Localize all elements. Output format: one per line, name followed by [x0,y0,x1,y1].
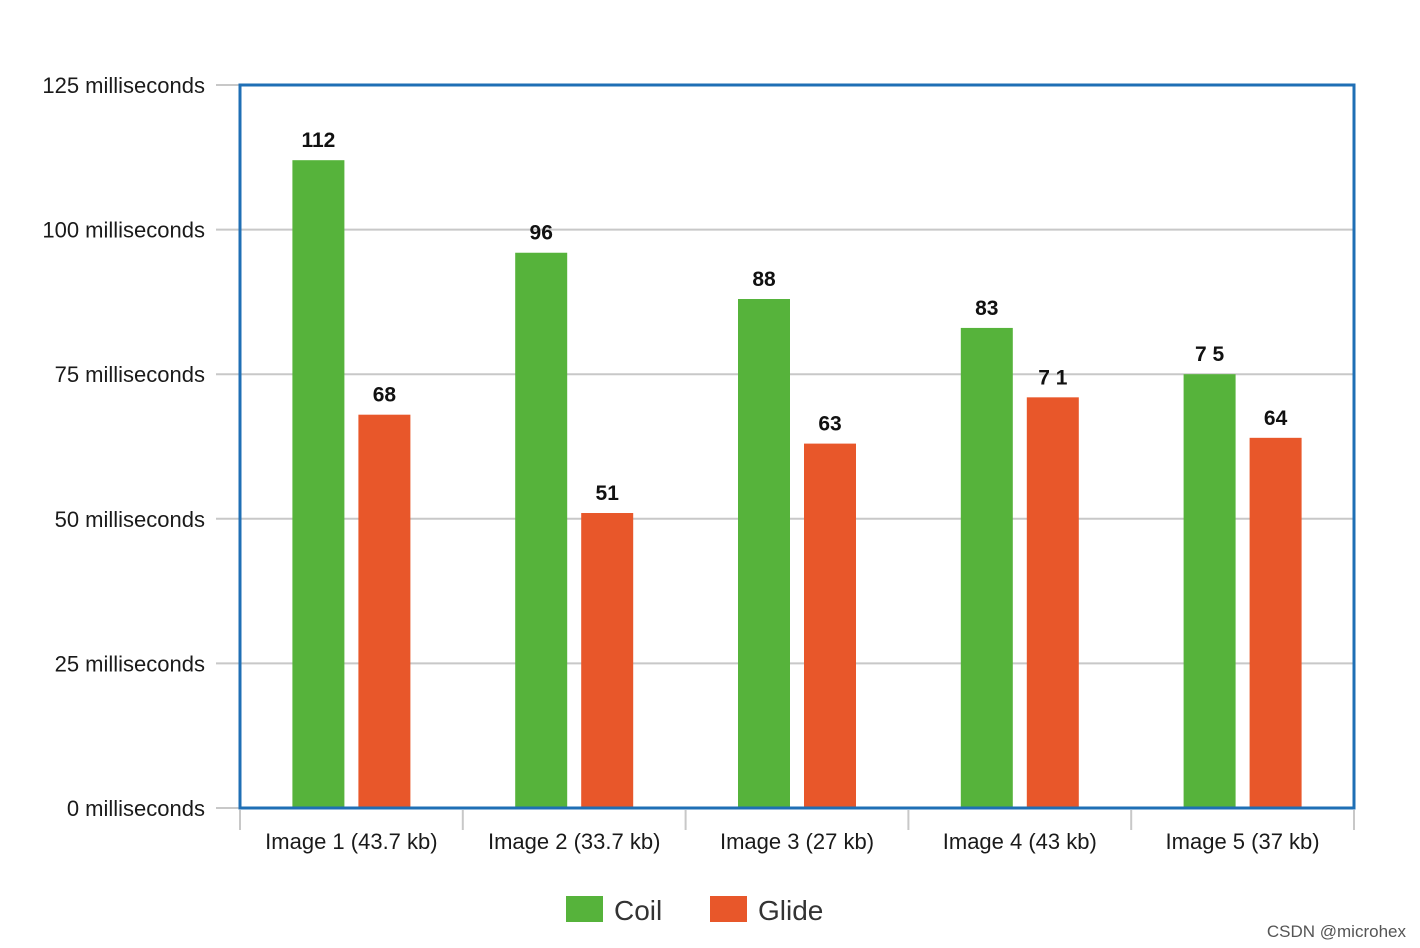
data-label: 88 [752,268,776,291]
legend-item-coil: Coil [566,895,662,926]
y-tick-label: 0 milliseconds [67,796,205,821]
x-axis-ticks: Image 1 (43.7 kb) Image 2 (33.7 kb) Image … [239,810,1355,854]
data-label: 112 [301,129,335,152]
bar-glide [804,443,856,807]
bar-glide [358,414,411,807]
bar-coil [1183,374,1236,807]
data-label: 64 [1264,407,1288,430]
legend-swatch [566,896,603,922]
legend-swatch [710,896,747,922]
data-label: 7 1 [1038,366,1068,389]
legend-item-glide: Glide [710,895,823,926]
bar-glide [1026,397,1079,807]
legend-label: Coil [614,895,662,926]
data-label: 96 [530,222,553,245]
data-labels: 112 68 96 51 88 63 83 7 1 7 5 64 [301,129,1287,505]
x-tick-label: Image 5 (37 kb) [1166,829,1320,854]
x-tick-label: Image 4 (43 kb) [943,829,1097,854]
x-tick-label: Image 1 (43.7 kb) [265,829,437,854]
data-label: 83 [975,297,998,320]
x-tick-label: Image 3 (27 kb) [720,829,874,854]
data-label: 7 5 [1195,343,1225,366]
y-tick-label: 25 milliseconds [55,651,205,676]
bars [292,160,1302,807]
bar-glide [1249,437,1302,807]
bar-glide [581,513,634,807]
y-tick-label: 50 milliseconds [55,507,205,532]
legend: Coil Glide [566,895,823,926]
data-label: 68 [373,384,397,407]
bar-coil [515,252,568,807]
legend-label: Glide [758,895,823,926]
bar-coil [738,299,790,807]
data-label: 51 [596,482,620,505]
y-tick-label: 100 milliseconds [42,218,205,243]
y-axis-ticks: 0 milliseconds 25 milliseconds 50 millisec… [42,73,205,821]
bar-coil [292,160,345,807]
watermark: CSDN @microhex [1266,922,1406,941]
data-label: 63 [818,413,841,436]
bar-coil [960,327,1013,807]
y-tick-label: 75 milliseconds [55,362,205,387]
plot-frame [238,83,1356,810]
y-tick-label: 125 milliseconds [42,73,205,98]
x-tick-label: Image 2 (33.7 kb) [488,829,660,854]
